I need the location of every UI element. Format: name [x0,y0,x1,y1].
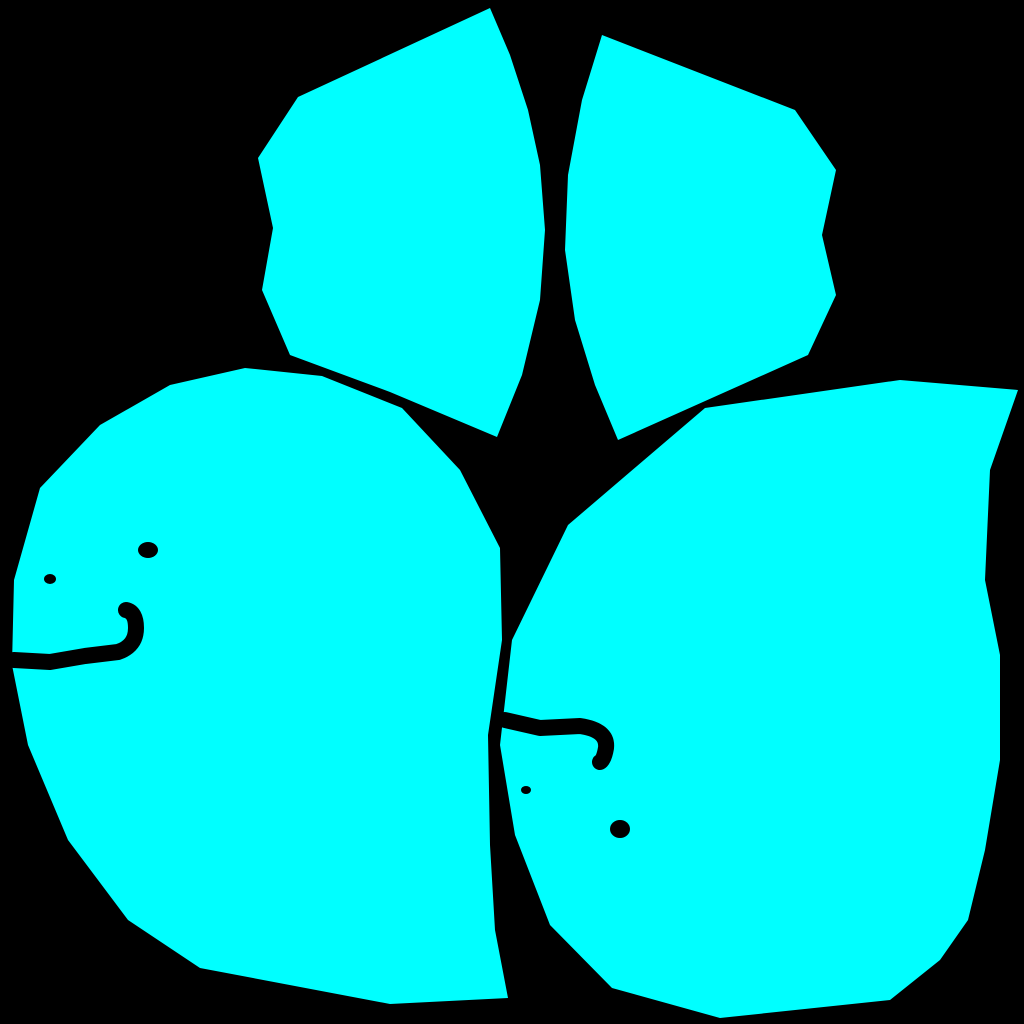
right-face [497,712,630,838]
lower-left-blob [12,368,508,1004]
right-blob-eye-large [610,820,630,838]
left-blob-smile [6,602,144,670]
lower-right-blob [500,380,1018,1018]
right-blob-smile [497,712,615,770]
left-blob-eye-large [138,542,158,558]
left-blob-eye-small [44,574,56,584]
left-face [6,542,158,670]
upper-left-petal [258,8,545,437]
upper-right-petal [565,35,836,440]
right-blob-eye-small [521,786,531,794]
